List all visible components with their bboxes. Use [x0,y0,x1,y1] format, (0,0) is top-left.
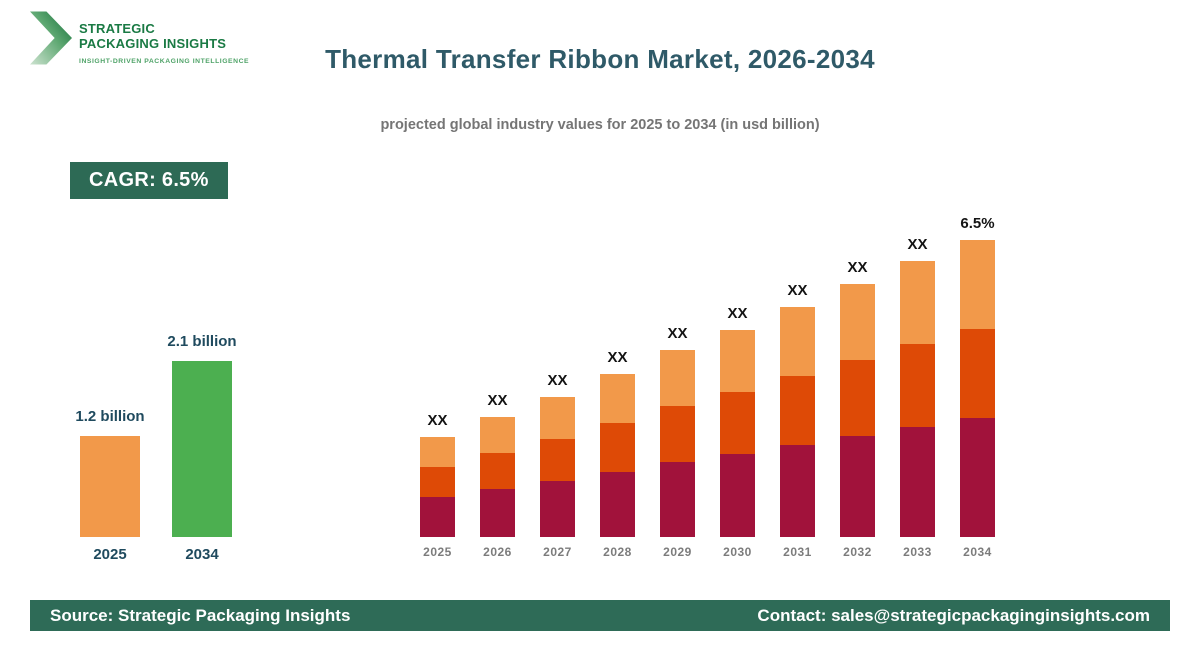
stacked-bar-2025 [420,437,455,537]
stacked-bar-group-2026: XX 2026 [480,393,515,560]
stacked-segment [960,240,995,329]
stacked-segment [600,374,635,423]
brand-name-line1: STRATEGIC [79,21,155,36]
summary-value-label: 1.2 billion [75,408,145,425]
stacked-category-label: 2030 [723,545,752,559]
stacked-bar-group-2027: XX 2027 [540,373,575,560]
stacked-bar-2027 [540,397,575,537]
stacked-bar-2032 [840,284,875,537]
cagr-badge: CAGR: 6.5% [70,162,228,199]
stacked-value-label: XX [727,305,748,322]
stacked-chart: XX 2025 XX 2026 XX 2027 XX 2028 XX 2029 XX 2030 XX 20… [420,216,995,560]
page-subtitle: projected global industry values for 202… [380,117,820,133]
stacked-bar-2031 [780,307,815,537]
stacked-segment [720,454,755,537]
stacked-segment [420,497,455,537]
stacked-category-label: 2034 [963,545,992,559]
stacked-bar-group-2028: XX 2028 [600,350,635,560]
stacked-segment [540,397,575,439]
stacked-bar-2026 [480,417,515,537]
stacked-bar-group-2025: XX 2025 [420,413,455,560]
summary-value-label: 2.1 billion [167,333,237,350]
stacked-value-label: XX [667,325,688,342]
stacked-value-label: XX [547,372,568,389]
brand-text: STRATEGIC PACKAGING INSIGHTS INSIGHT-DRI… [79,10,249,66]
footer-source: Source: Strategic Packaging Insights [50,605,351,625]
page-title: Thermal Transfer Ribbon Market, 2026-203… [325,44,875,74]
stacked-bar-2029 [660,350,695,537]
stacked-segment [660,462,695,537]
stacked-value-label: XX [487,392,508,409]
summary-bar-group-2034: 2.1 billion 2034 [167,333,236,563]
stacked-segment [900,427,935,537]
stacked-segment [480,417,515,453]
brand-tagline: INSIGHT-DRIVEN PACKAGING INTELLIGENCE [79,58,250,65]
stacked-category-label: 2027 [543,545,572,559]
footer-contact: Contact: sales@strategicpackaginginsight… [757,605,1150,625]
stacked-value-label: XX [847,259,868,276]
stacked-segment [840,436,875,537]
stacked-segment [720,330,755,392]
stacked-bar-2028 [600,374,635,537]
stacked-segment [420,467,455,497]
stacked-segment [420,437,455,467]
stacked-category-label: 2033 [903,545,932,559]
stacked-segment [840,360,875,436]
stacked-segment [540,481,575,537]
stacked-segment [480,489,515,537]
summary-bar-2034 [172,361,232,537]
stacked-value-label: XX [607,349,628,366]
stacked-bar-group-2030: XX 2030 [720,306,755,560]
stacked-category-label: 2032 [843,545,872,559]
stacked-segment [660,406,695,462]
stacked-bar-group-2029: XX 2029 [660,326,695,560]
footer-bar: Source: Strategic Packaging Insights Con… [30,600,1170,631]
stacked-bar-group-2032: XX 2032 [840,260,875,560]
stacked-segment [720,392,755,454]
chevron-right-icon [30,11,72,65]
summary-bar-2025 [80,436,140,537]
stacked-segment [480,453,515,489]
stacked-segment [660,350,695,406]
stacked-category-label: 2026 [483,545,512,559]
brand-logo: STRATEGIC PACKAGING INSIGHTS INSIGHT-DRI… [30,10,249,66]
stacked-bar-group-2031: XX 2031 [780,283,815,560]
stacked-value-label: XX [427,412,448,429]
stacked-segment [900,261,935,344]
stacked-category-label: 2028 [603,545,632,559]
stacked-category-label: 2031 [783,545,812,559]
stacked-segment [900,344,935,427]
stacked-value-label: 6.5% [960,215,995,232]
stacked-segment [780,445,815,537]
summary-category-label: 2034 [185,546,219,563]
stacked-value-label: XX [907,236,928,253]
summary-bar-group-2025: 1.2 billion 2025 [75,408,144,563]
summary-chart: 1.2 billion 2025 2.1 billion 2034 [75,333,236,563]
stacked-segment [840,284,875,360]
stacked-segment [960,329,995,418]
stacked-segment [540,439,575,481]
stacked-segment [960,418,995,537]
summary-category-label: 2025 [93,546,127,563]
stacked-bar-group-2034: 6.5% 2034 [960,216,995,560]
brand-name-line2: PACKAGING INSIGHTS [79,36,227,51]
stacked-category-label: 2025 [423,545,452,559]
stacked-segment [600,423,635,472]
stacked-value-label: XX [787,282,808,299]
stacked-bar-2034 [960,240,995,537]
stacked-segment [600,472,635,537]
stacked-bar-group-2033: XX 2033 [900,237,935,560]
stacked-bar-2030 [720,330,755,537]
stacked-segment [780,307,815,376]
stacked-segment [780,376,815,445]
stacked-bar-2033 [900,261,935,537]
stacked-category-label: 2029 [663,545,692,559]
